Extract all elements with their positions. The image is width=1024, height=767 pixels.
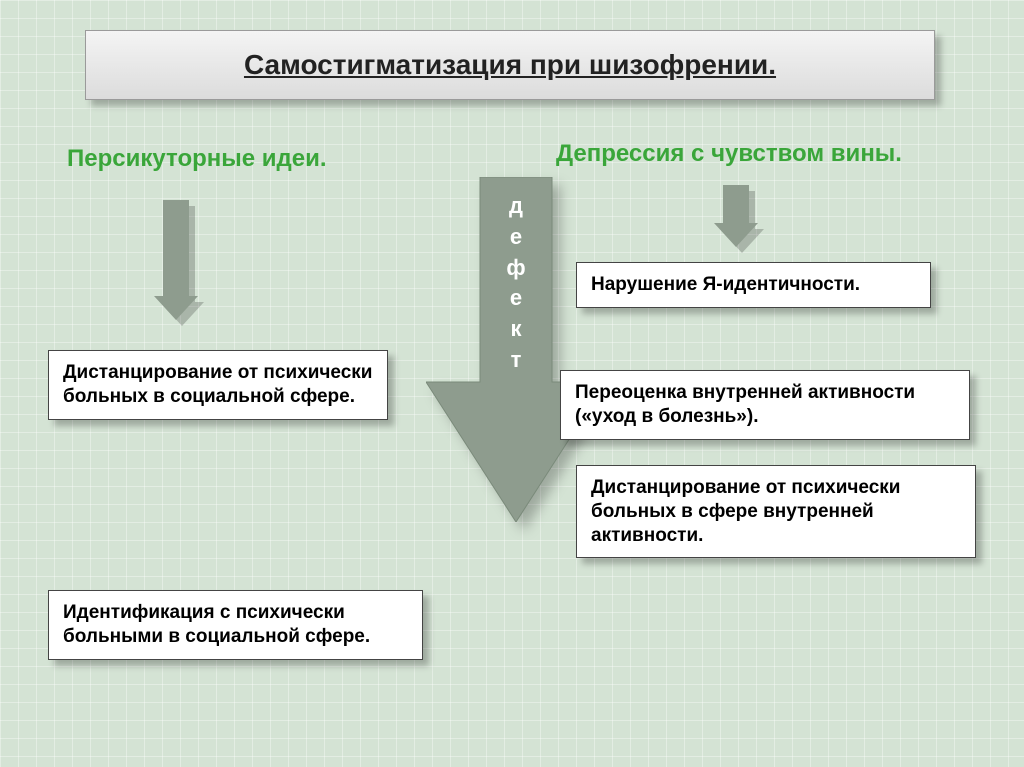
title-box: Самостигматизация при шизофрении. — [85, 30, 935, 100]
left-arrow-icon — [154, 200, 198, 320]
page-title: Самостигматизация при шизофрении. — [244, 49, 776, 81]
right-heading: Депрессия с чувством вины. — [556, 140, 902, 168]
box-left-identification: Идентификация с психически больными в со… — [48, 590, 423, 660]
left-heading: Персикуторные идеи. — [67, 145, 327, 173]
box-right-reevaluation: Переоценка внутренней активности («уход … — [560, 370, 970, 440]
box-left-distancing: Дистанцирование от психически больных в … — [48, 350, 388, 420]
right-arrow-icon — [714, 185, 758, 247]
box-right-identity: Нарушение Я-идентичности. — [576, 262, 931, 308]
box-right-distancing: Дистанцирование от психически больных в … — [576, 465, 976, 558]
